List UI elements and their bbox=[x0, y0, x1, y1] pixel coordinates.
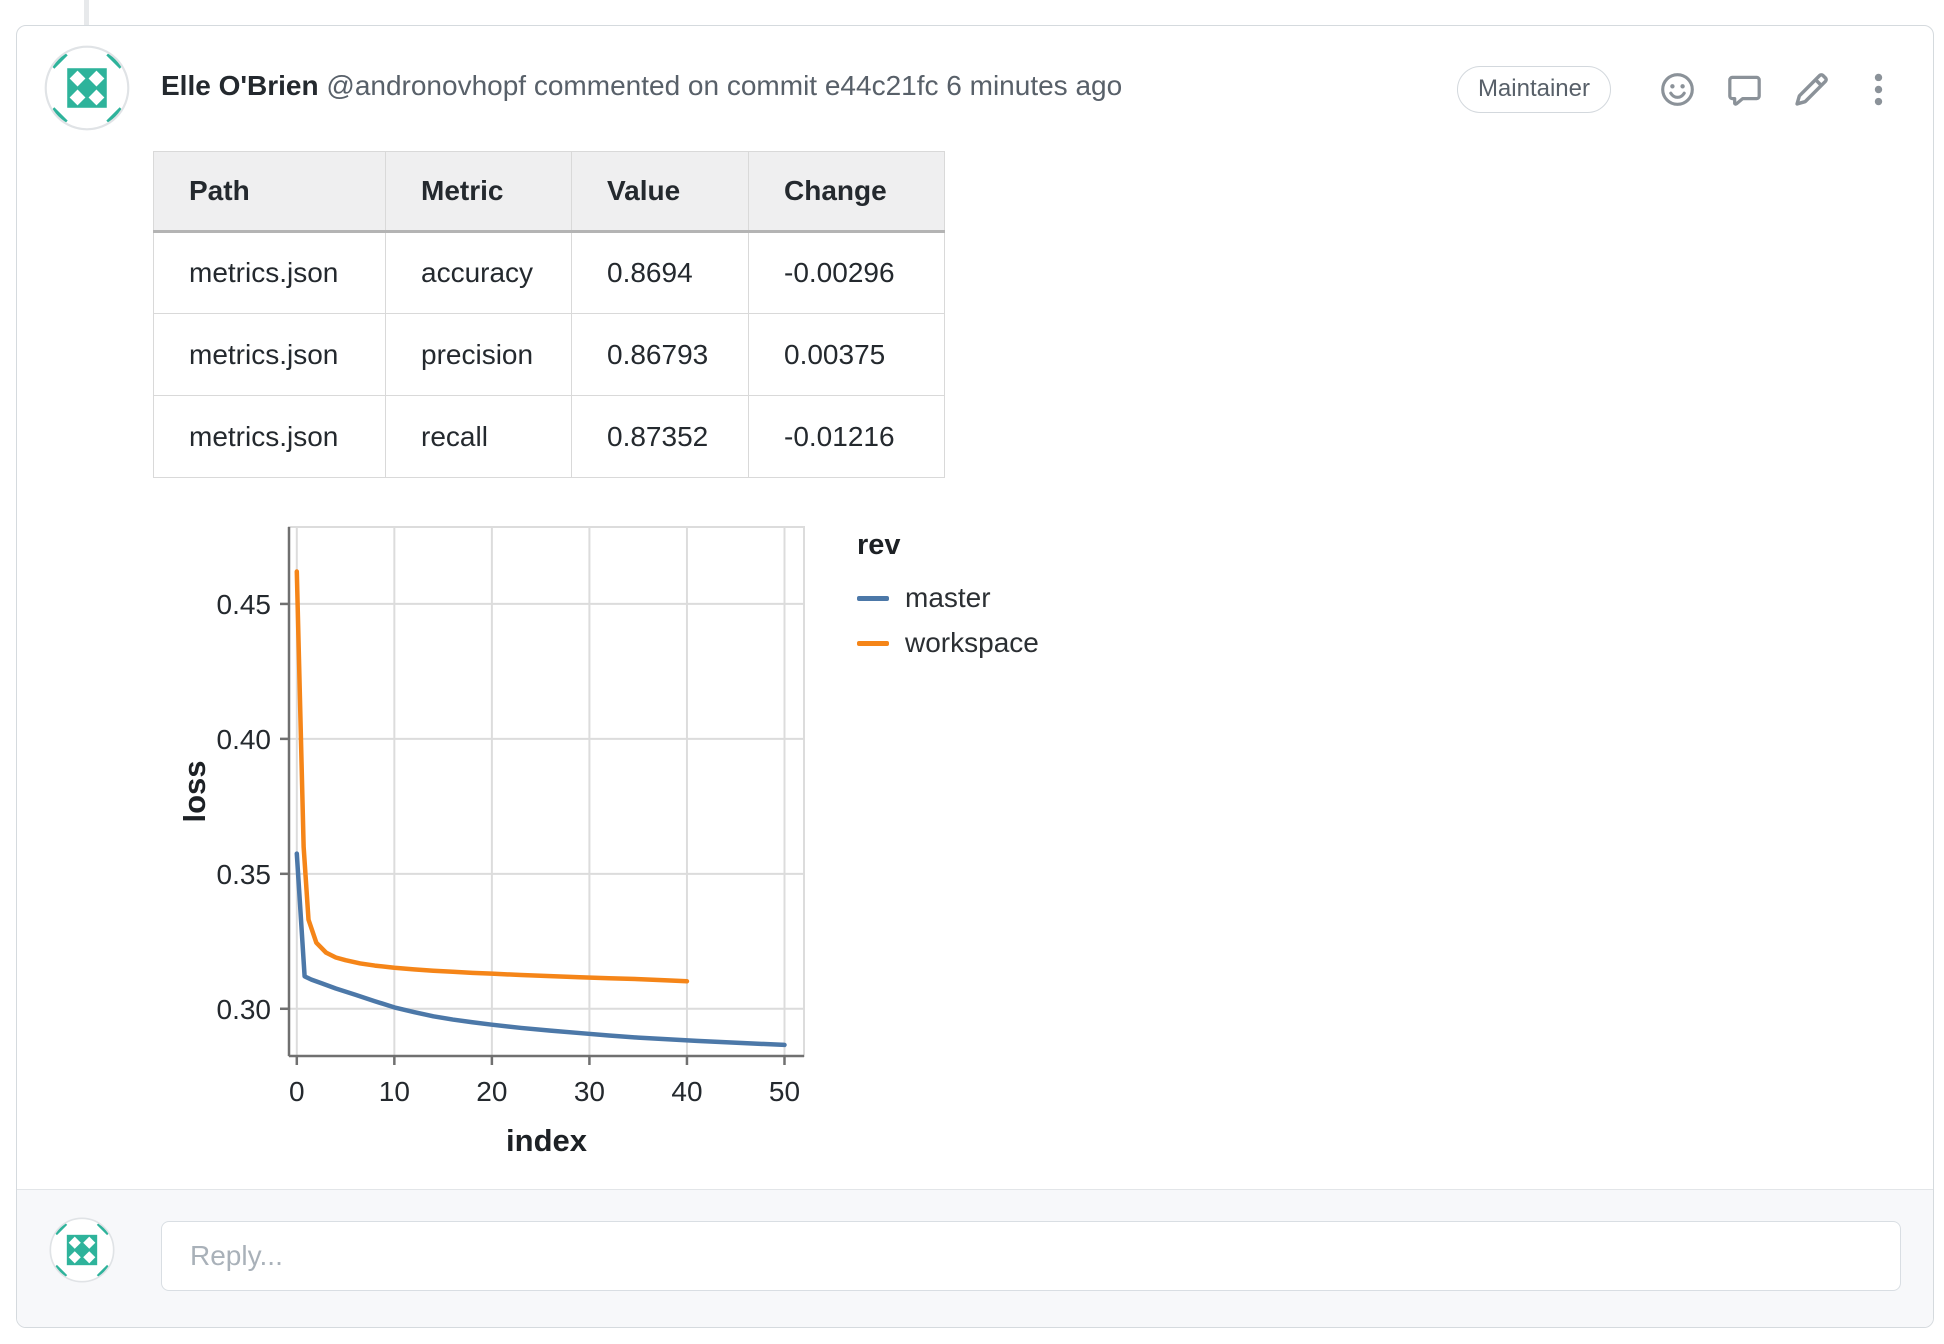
table-cell: metrics.json bbox=[153, 395, 386, 478]
legend-swatch bbox=[857, 640, 889, 646]
svg-text:0.45: 0.45 bbox=[217, 589, 272, 620]
table-header-cell: Change bbox=[748, 151, 945, 233]
table-cell: metrics.json bbox=[153, 231, 386, 314]
metrics-table-body: metrics.json accuracy 0.8694 -0.00296 metric… bbox=[153, 231, 945, 478]
chart-legend: rev master workspace bbox=[857, 529, 1039, 672]
legend-swatch bbox=[857, 595, 889, 601]
table-cell: 0.87352 bbox=[571, 395, 749, 478]
table-row: metrics.json precision 0.86793 0.00375 bbox=[153, 313, 945, 396]
table-cell: recall bbox=[385, 395, 572, 478]
comment-byline: Elle O'Brien @andronovhopf commented on … bbox=[161, 70, 1122, 102]
legend-label: master bbox=[905, 582, 991, 613]
table-cell: -0.01216 bbox=[748, 395, 945, 478]
kebab-menu-icon bbox=[1874, 73, 1883, 106]
table-cell: precision bbox=[385, 313, 572, 396]
comment-header: Elle O'Brien @andronovhopf commented on … bbox=[17, 26, 1933, 156]
add-reaction-button[interactable] bbox=[1659, 71, 1696, 108]
identicon-image bbox=[49, 1217, 115, 1283]
svg-text:loss: loss bbox=[177, 760, 212, 822]
smiley-icon bbox=[1661, 73, 1694, 106]
author-name-link[interactable]: Elle O'Brien bbox=[161, 70, 319, 101]
table-row: metrics.json recall 0.87352 -0.01216 bbox=[153, 395, 945, 478]
legend-item: master bbox=[857, 582, 1039, 614]
byline-action-text: commented on commit bbox=[533, 70, 818, 101]
commit-hash-link[interactable]: e44c21fc bbox=[824, 70, 939, 101]
svg-text:index: index bbox=[506, 1123, 588, 1158]
loss-chart: 0 10 20 30 40 50 0.30 0.35 0.40 0.45 index loss bbox=[171, 514, 891, 1174]
legend-item: workspace bbox=[857, 627, 1039, 659]
comment-button[interactable] bbox=[1726, 71, 1763, 108]
table-header-cell: Value bbox=[571, 151, 749, 233]
timestamp-link[interactable]: 6 minutes ago bbox=[946, 70, 1123, 101]
svg-text:0.30: 0.30 bbox=[217, 994, 272, 1025]
reply-input[interactable] bbox=[161, 1221, 1901, 1291]
table-cell: 0.8694 bbox=[571, 231, 749, 314]
metrics-table: Path Metric Value Change metrics.json accura… bbox=[153, 151, 945, 478]
svg-text:40: 40 bbox=[671, 1076, 702, 1107]
svg-text:50: 50 bbox=[769, 1076, 800, 1107]
reply-section bbox=[17, 1189, 1933, 1327]
reply-avatar[interactable] bbox=[49, 1217, 115, 1283]
svg-text:0.40: 0.40 bbox=[217, 724, 272, 755]
comment-bubble-icon bbox=[1728, 75, 1761, 106]
table-cell: accuracy bbox=[385, 231, 572, 314]
svg-text:0: 0 bbox=[289, 1076, 305, 1107]
thread-connector-line bbox=[84, 0, 89, 27]
more-options-button[interactable] bbox=[1860, 71, 1897, 108]
legend-title: rev bbox=[857, 529, 901, 561]
table-cell: 0.86793 bbox=[571, 313, 749, 396]
table-row: metrics.json accuracy 0.8694 -0.00296 bbox=[153, 231, 945, 314]
comment-actions: Maintainer bbox=[1456, 66, 1897, 113]
identicon-image bbox=[44, 45, 130, 131]
legend-label: workspace bbox=[905, 627, 1039, 658]
svg-text:30: 30 bbox=[574, 1076, 605, 1107]
loss-chart-canvas: 0 10 20 30 40 50 0.30 0.35 0.40 0.45 index loss bbox=[177, 526, 805, 1158]
table-cell: 0.00375 bbox=[748, 313, 945, 396]
table-header-cell: Metric bbox=[385, 151, 572, 233]
table-cell: -0.00296 bbox=[748, 231, 945, 314]
edit-button[interactable] bbox=[1793, 71, 1830, 108]
table-cell: metrics.json bbox=[153, 313, 386, 396]
metrics-table-header-row: Path Metric Value Change bbox=[153, 151, 945, 233]
pencil-icon bbox=[1795, 73, 1828, 106]
svg-text:20: 20 bbox=[476, 1076, 507, 1107]
maintainer-badge: Maintainer bbox=[1456, 66, 1611, 113]
commit-comment-card: Elle O'Brien @andronovhopf commented on … bbox=[16, 25, 1934, 1328]
author-handle: @andronovhopf bbox=[326, 70, 527, 101]
svg-text:10: 10 bbox=[379, 1076, 410, 1107]
svg-text:0.35: 0.35 bbox=[217, 859, 272, 890]
author-avatar[interactable] bbox=[44, 45, 130, 131]
table-header-cell: Path bbox=[153, 151, 386, 233]
